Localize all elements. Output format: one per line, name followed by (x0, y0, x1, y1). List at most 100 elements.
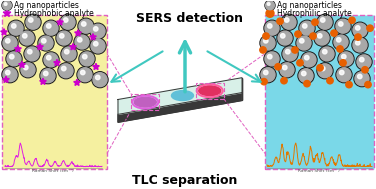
Circle shape (77, 67, 93, 83)
Circle shape (25, 47, 39, 61)
Circle shape (320, 47, 334, 61)
Circle shape (38, 35, 54, 51)
Circle shape (278, 31, 292, 45)
Circle shape (96, 75, 100, 80)
Polygon shape (70, 43, 76, 50)
Circle shape (91, 39, 105, 53)
Circle shape (362, 67, 368, 73)
Circle shape (3, 1, 11, 10)
Circle shape (94, 27, 98, 31)
Circle shape (91, 24, 105, 38)
Circle shape (261, 78, 267, 85)
Circle shape (12, 24, 16, 28)
Circle shape (317, 14, 333, 30)
Polygon shape (74, 79, 80, 85)
Circle shape (303, 24, 307, 28)
Polygon shape (19, 61, 25, 68)
Circle shape (2, 0, 12, 10)
Circle shape (59, 64, 73, 78)
Circle shape (277, 30, 293, 46)
Circle shape (62, 66, 66, 71)
Circle shape (299, 20, 315, 36)
Circle shape (298, 68, 314, 84)
Circle shape (302, 71, 306, 76)
Circle shape (261, 68, 275, 82)
Circle shape (43, 52, 59, 68)
Circle shape (64, 18, 68, 22)
Circle shape (260, 35, 276, 51)
Circle shape (282, 65, 287, 70)
Circle shape (61, 46, 77, 62)
Ellipse shape (134, 97, 156, 107)
Circle shape (6, 39, 10, 43)
Circle shape (93, 73, 107, 87)
Circle shape (44, 71, 48, 76)
Circle shape (265, 21, 279, 35)
Circle shape (315, 31, 329, 45)
Circle shape (333, 34, 349, 50)
Text: Hydrophilic analyte: Hydrophilic analyte (277, 9, 352, 18)
Circle shape (340, 70, 344, 75)
Circle shape (335, 18, 351, 34)
Circle shape (62, 47, 76, 61)
Circle shape (314, 30, 330, 46)
Circle shape (19, 30, 35, 46)
Polygon shape (118, 78, 242, 114)
Circle shape (354, 71, 370, 87)
Polygon shape (118, 93, 242, 122)
Circle shape (263, 33, 269, 39)
Circle shape (57, 31, 71, 45)
Circle shape (44, 21, 58, 35)
Circle shape (320, 66, 325, 71)
Circle shape (265, 1, 274, 10)
Polygon shape (54, 59, 60, 66)
Circle shape (94, 42, 98, 46)
Circle shape (318, 15, 332, 29)
Polygon shape (89, 34, 96, 40)
Circle shape (26, 15, 40, 29)
Circle shape (302, 53, 316, 67)
Circle shape (337, 38, 341, 42)
Polygon shape (37, 43, 43, 50)
Circle shape (6, 51, 22, 67)
Polygon shape (75, 30, 81, 36)
Circle shape (301, 52, 317, 68)
Circle shape (346, 81, 352, 88)
Circle shape (264, 20, 280, 36)
Circle shape (266, 9, 274, 17)
Circle shape (4, 3, 7, 5)
Circle shape (9, 54, 14, 59)
Circle shape (20, 62, 36, 78)
Circle shape (297, 36, 311, 50)
Circle shape (265, 52, 279, 66)
Circle shape (61, 15, 75, 29)
Text: TLC separation: TLC separation (132, 174, 238, 187)
Circle shape (41, 39, 46, 43)
Circle shape (353, 23, 367, 37)
Circle shape (261, 36, 275, 50)
Text: Raman Shift (cm⁻¹): Raman Shift (cm⁻¹) (298, 169, 340, 173)
Circle shape (292, 47, 298, 53)
Polygon shape (3, 76, 9, 82)
Circle shape (339, 52, 353, 66)
Circle shape (334, 35, 348, 49)
Circle shape (355, 34, 361, 40)
Circle shape (79, 19, 93, 33)
Circle shape (27, 50, 32, 54)
Circle shape (44, 53, 58, 67)
Circle shape (8, 20, 24, 36)
Circle shape (299, 69, 313, 83)
Circle shape (59, 34, 64, 38)
Circle shape (320, 18, 325, 22)
Circle shape (280, 34, 285, 38)
Circle shape (285, 50, 290, 54)
Circle shape (310, 33, 316, 39)
Circle shape (337, 46, 343, 52)
Text: Ag nanoparticles: Ag nanoparticles (277, 1, 342, 10)
Circle shape (317, 63, 333, 79)
Circle shape (340, 60, 346, 66)
Circle shape (60, 14, 76, 30)
Circle shape (40, 68, 56, 84)
Circle shape (282, 15, 296, 29)
Circle shape (92, 72, 108, 88)
